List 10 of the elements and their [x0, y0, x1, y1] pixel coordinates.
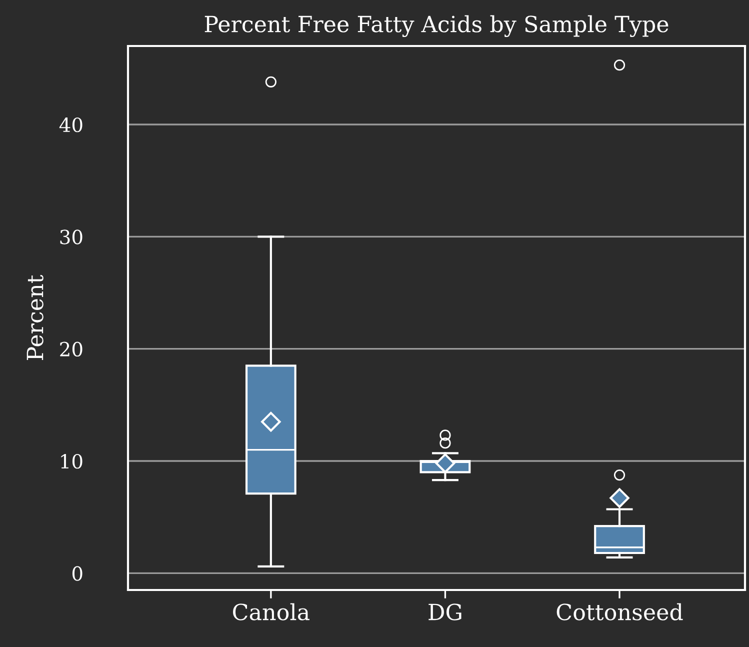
y-tick-label: 40 — [59, 117, 82, 132]
y-tick-label: 30 — [60, 230, 82, 244]
y-tick-label: 0 — [72, 566, 82, 581]
x-tick-label: DG — [428, 604, 462, 620]
x-tick-label: Canola — [233, 603, 310, 620]
chart-title: Percent Free Fatty Acids by Sample Type — [204, 15, 668, 38]
x-tick-label: Cottonseed — [556, 603, 683, 620]
y-tick-label: 10 — [61, 454, 82, 469]
y-tick-label: 20 — [60, 342, 82, 357]
y-axis-title: Percent — [26, 274, 44, 360]
